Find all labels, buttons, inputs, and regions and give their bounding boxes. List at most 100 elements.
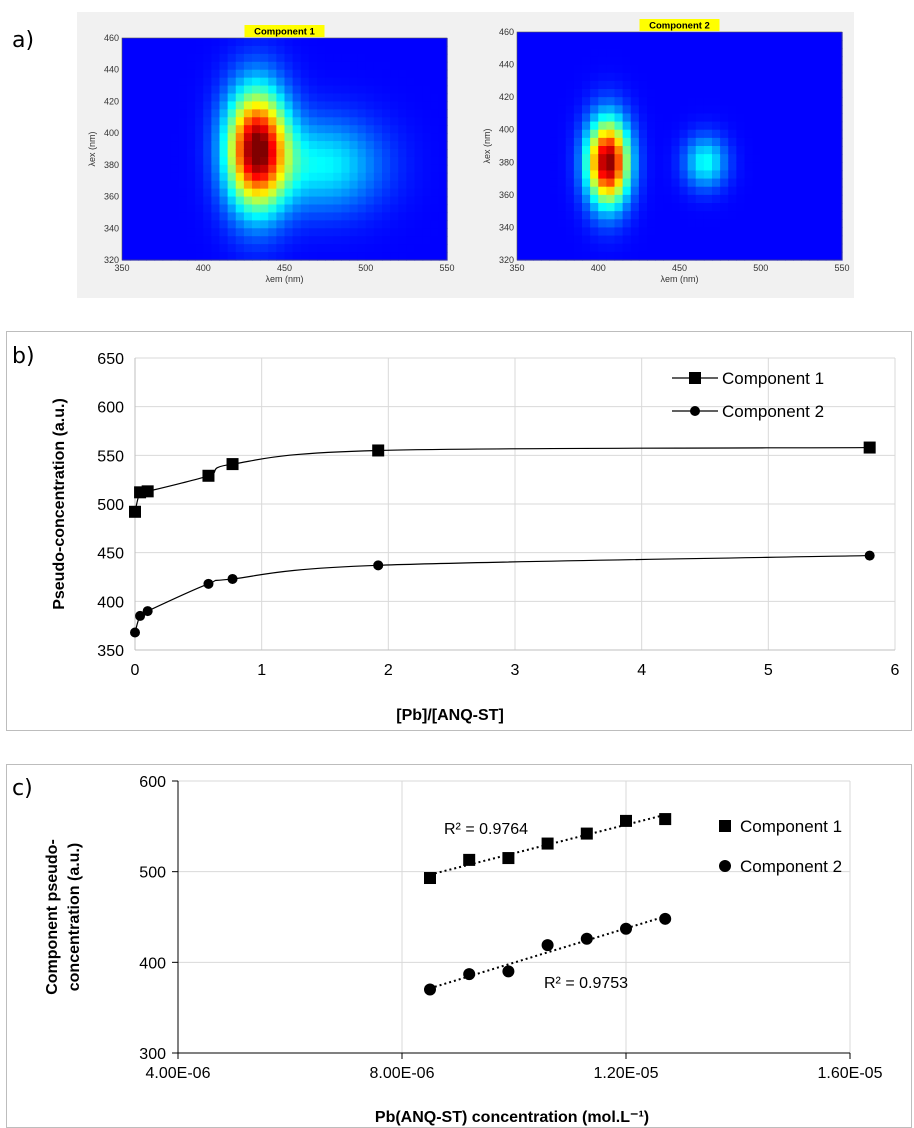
heatmap-cell <box>154 252 164 261</box>
heatmap-cell <box>728 113 737 123</box>
heatmap-cell <box>146 172 156 182</box>
heatmap-cell <box>130 69 139 79</box>
heatmap-cell <box>162 141 172 150</box>
heatmap-cell <box>382 204 391 214</box>
heatmap-cell <box>276 69 286 79</box>
heatmap-cell <box>390 204 399 214</box>
heatmap-cell <box>712 97 721 106</box>
heatmap-cell <box>170 61 180 71</box>
heatmap-cell <box>720 219 729 229</box>
heatmap-cell <box>525 162 534 172</box>
heatmap-cell <box>430 69 440 79</box>
heatmap-cell <box>382 38 391 47</box>
heatmap-cell <box>573 178 583 188</box>
heatmap-cell <box>252 164 261 174</box>
heatmap-cell <box>365 220 375 229</box>
heatmap-cell <box>801 243 811 253</box>
heatmap-cell <box>398 236 407 245</box>
heatmap-cell <box>382 220 391 229</box>
heatmap-cell <box>292 117 302 126</box>
heatmap-cell <box>430 172 440 182</box>
heatmap-cell <box>582 243 591 253</box>
heatmap-cell <box>744 105 754 115</box>
y-tick-label: 360 <box>499 190 514 200</box>
heatmap-cell <box>671 146 681 155</box>
heatmap-cell <box>414 180 424 190</box>
heatmap-cell <box>178 61 188 71</box>
heatmap-cell <box>663 113 672 123</box>
heatmap-cell <box>809 203 819 212</box>
heatmap-cell <box>398 109 407 118</box>
heatmap-cell <box>284 149 294 158</box>
heatmap-cell <box>833 178 843 188</box>
heatmap-cell <box>801 80 811 90</box>
heatmap-cell <box>146 38 156 47</box>
heatmap-cell <box>744 146 754 155</box>
heatmap-cell <box>284 236 294 245</box>
heatmap-cell <box>154 149 164 158</box>
heatmap-cell <box>243 69 253 79</box>
heatmap-cell <box>614 146 624 155</box>
heatmap-cell <box>582 113 591 123</box>
heatmap-cell <box>357 45 367 55</box>
heatmap-cell <box>638 72 648 82</box>
heatmap-cell <box>438 53 448 63</box>
heatmap-cell <box>768 80 778 90</box>
heatmap-cell <box>655 170 664 180</box>
heatmap-cell <box>573 243 583 253</box>
data-point-square <box>141 485 154 498</box>
heatmap-cell <box>598 72 607 82</box>
heatmap-cell <box>703 146 713 155</box>
heatmap-cell <box>760 113 770 123</box>
heatmap-cell <box>720 80 729 90</box>
heatmap-cell <box>598 203 607 212</box>
heatmap-cell <box>655 154 664 163</box>
heatmap-cell <box>146 101 156 110</box>
heatmap-cell <box>292 61 302 71</box>
heatmap-cell <box>825 72 835 82</box>
heatmap-cell <box>712 227 721 237</box>
heatmap-cell <box>573 121 583 131</box>
heatmap-cell <box>252 38 261 47</box>
heatmap-cell <box>390 228 399 237</box>
heatmap-cell <box>793 154 802 163</box>
heatmap-cell <box>317 141 326 150</box>
heatmap-cell <box>744 72 754 82</box>
heatmap-cell <box>533 186 542 196</box>
heatmap-cell <box>647 154 656 163</box>
heatmap-cell <box>122 53 131 63</box>
heatmap-cell <box>357 220 367 229</box>
heatmap-cell <box>630 80 640 90</box>
heatmap-cell <box>300 69 310 79</box>
heatmap-cell <box>284 77 294 87</box>
heatmap-cell <box>760 194 770 204</box>
heatmap-cell <box>422 236 432 245</box>
heatmap-cell <box>557 64 567 74</box>
heatmap-cell <box>365 180 375 190</box>
heatmap-cell <box>268 188 277 198</box>
heatmap-cell <box>703 121 713 131</box>
heatmap-cell <box>630 129 640 139</box>
heatmap-cell <box>655 235 664 245</box>
heatmap-cell <box>276 53 286 63</box>
heatmap-cell <box>211 220 221 229</box>
heatmap-cell <box>614 170 624 180</box>
heatmap-cell <box>557 227 567 237</box>
heatmap-cell <box>785 56 794 66</box>
heatmap-cell <box>203 252 212 261</box>
heatmap-cell <box>744 64 754 74</box>
heatmap-cell <box>638 194 648 204</box>
x-tick-label: 4 <box>637 662 646 679</box>
heatmap-cell <box>598 178 607 188</box>
heatmap-cell <box>541 121 551 131</box>
legend-marker-circle <box>719 860 731 872</box>
heatmap-cell <box>777 137 786 147</box>
heatmap-cell <box>243 117 253 126</box>
heatmap-cell <box>679 162 689 172</box>
heatmap-cell <box>752 80 762 90</box>
heatmap-cell <box>785 170 794 180</box>
heatmap-cell <box>565 251 575 261</box>
heatmap-cell <box>630 211 640 220</box>
y-axis-label: Pseudo-concentration (a.u.) <box>51 398 68 610</box>
heatmap-cell <box>276 85 286 95</box>
